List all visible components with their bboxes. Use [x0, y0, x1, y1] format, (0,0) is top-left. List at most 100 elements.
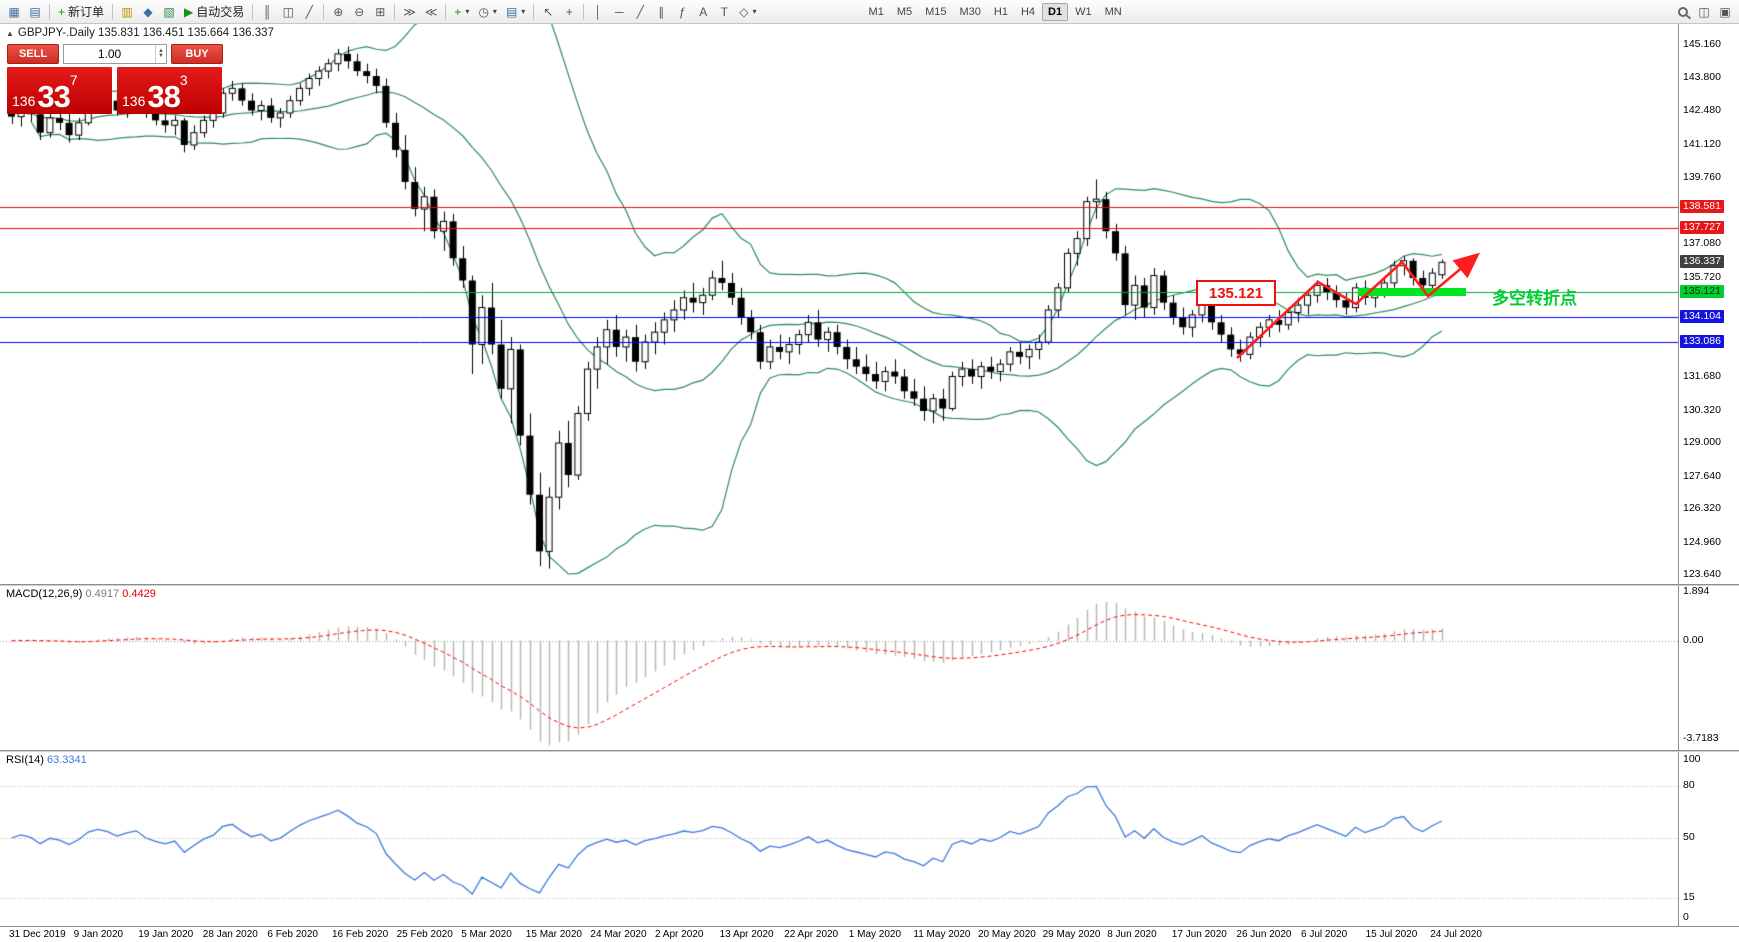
text-label-icon: T: [720, 4, 728, 19]
timeframe-d1-button[interactable]: D1: [1042, 2, 1069, 21]
timeframe-m30-button[interactable]: M30: [954, 3, 987, 21]
bar-chart-icon: ║: [263, 4, 272, 19]
buy-button[interactable]: BUY: [171, 44, 223, 64]
periods-button[interactable]: ◷ ▾: [474, 2, 501, 22]
candlestick-chart-button[interactable]: ◫: [278, 2, 298, 22]
line-chart-button[interactable]: ╱: [299, 2, 319, 22]
date-label: 26 Jun 2020: [1236, 929, 1292, 940]
crosshair-button[interactable]: +: [559, 2, 579, 22]
shapes-icon: ◇: [739, 4, 749, 19]
channel-button[interactable]: ∥: [651, 2, 671, 22]
macd-main-value: 0.4917: [85, 588, 120, 600]
price-badge: 135.121: [1680, 285, 1724, 299]
price-axis-label: 1.894: [1683, 585, 1710, 597]
text-label-button[interactable]: T: [714, 2, 734, 22]
fibonacci-button[interactable]: ƒ: [672, 2, 692, 22]
lot-spinner[interactable]: ▲ ▼: [155, 45, 166, 63]
sell-button[interactable]: SELL: [7, 44, 59, 64]
clock-icon: ◷: [478, 4, 489, 19]
ask-big-digits: 38: [147, 79, 180, 114]
ask-price-display[interactable]: 136 38 3: [117, 67, 222, 114]
vertical-line-button[interactable]: │: [588, 2, 608, 22]
cursor-button[interactable]: ↖: [538, 2, 558, 22]
auto-scroll-button[interactable]: ≫: [399, 2, 420, 22]
timeframe-mn-button[interactable]: MN: [1099, 3, 1128, 21]
tile-windows-icon: ⊞: [375, 4, 386, 19]
template-icon: ▤: [505, 4, 518, 19]
price-badge: 134.104: [1680, 310, 1724, 324]
cursor-icon: ↖: [543, 4, 554, 19]
date-label: 20 May 2020: [978, 929, 1036, 940]
price-axis-label: 100: [1683, 753, 1701, 765]
date-label: 19 Jan 2020: [138, 929, 194, 940]
cascade-windows-button[interactable]: ▣: [1715, 2, 1735, 22]
new-chart-button[interactable]: ▦: [4, 2, 24, 22]
templates-button[interactable]: ▤ ▾: [502, 2, 529, 22]
tile-windows-button[interactable]: ⊞: [370, 2, 390, 22]
price-axis-label: 15: [1683, 891, 1695, 904]
date-label: 17 Jun 2020: [1171, 929, 1227, 940]
timeframe-h1-button[interactable]: H1: [988, 3, 1014, 21]
navigator-icon: ▧: [163, 4, 175, 19]
one-click-trading-panel: SELL 1.00 ▲ ▼ BUY 136 33 7 136 38 3: [7, 44, 223, 114]
spinner-down-icon[interactable]: ▼: [158, 53, 164, 59]
zoom-out-button[interactable]: ⊖: [349, 2, 369, 22]
price-axis-label: 142.480: [1683, 104, 1721, 116]
toolbar-separator: [533, 3, 535, 20]
toolbar-separator: [49, 3, 50, 20]
zoom-in-button[interactable]: ⊕: [328, 2, 348, 22]
date-label: 29 May 2020: [1042, 929, 1101, 940]
price-axis-label: 0.00: [1683, 633, 1704, 646]
timeframe-m1-button[interactable]: M1: [863, 3, 890, 21]
rsi-panel-separator[interactable]: [0, 750, 1739, 752]
toolbar-separator: [394, 3, 396, 20]
price-axis[interactable]: 145.160 143.800 142.480 141.120 139.760 137.0…: [1678, 24, 1739, 926]
spinner-up-icon[interactable]: ▲: [158, 48, 164, 54]
new-window-button[interactable]: ◫: [1694, 2, 1714, 22]
timeframe-m5-button[interactable]: M5: [891, 3, 918, 21]
trendline-button[interactable]: ╱: [630, 2, 650, 22]
text-button[interactable]: A: [693, 2, 713, 22]
vertical-line-icon: │: [594, 4, 603, 19]
bid-price-display[interactable]: 136 33 7: [7, 67, 112, 114]
date-label: 15 Mar 2020: [525, 929, 582, 940]
toolbar: ▦ ▤ + 新订单 ▥ ◆ ▧ ▶ 自动交易 ║ ◫ ╱ ⊕ ⊖ ⊞ ≫ ≪ +…: [0, 0, 1739, 24]
profiles-button[interactable]: ▤: [25, 2, 45, 22]
main-chart-canvas[interactable]: [0, 24, 1678, 584]
macd-panel-separator[interactable]: [0, 584, 1739, 586]
rsi-label: RSI(14) 63.3341: [6, 754, 87, 766]
chevron-down-icon: ▾: [465, 7, 470, 16]
trade-panel-toggle-icon[interactable]: ▲: [6, 28, 14, 38]
bar-chart-button[interactable]: ║: [257, 2, 277, 22]
timeframe-w1-button[interactable]: W1: [1069, 3, 1098, 21]
navigator-button[interactable]: ▧: [159, 2, 179, 22]
price-badge: 137.727: [1680, 221, 1724, 235]
profiles-icon: ▤: [29, 4, 41, 19]
lot-size-input[interactable]: 1.00 ▲ ▼: [63, 44, 167, 64]
date-label: 25 Feb 2020: [396, 929, 453, 940]
rsi-value: 63.3341: [46, 754, 87, 766]
price-badge: 138.581: [1680, 200, 1724, 214]
zoom-in-icon: ⊕: [333, 4, 344, 19]
rsi-canvas[interactable]: [0, 752, 1678, 924]
timeframe-m15-button[interactable]: M15: [919, 3, 952, 21]
macd-canvas[interactable]: [0, 586, 1678, 750]
horizontal-line-button[interactable]: ─: [609, 2, 629, 22]
chart-shift-button[interactable]: ≪: [421, 2, 442, 22]
market-watch-button[interactable]: ▥: [117, 2, 137, 22]
add-indicator-button[interactable]: + ▾: [450, 2, 473, 22]
data-window-button[interactable]: ◆: [138, 2, 158, 22]
timeframe-h4-button[interactable]: H4: [1015, 3, 1041, 21]
rsi-panel: RSI(14) 63.3341: [0, 752, 1678, 924]
shapes-button[interactable]: ◇ ▾: [735, 2, 760, 22]
search-button[interactable]: [1673, 2, 1693, 22]
new-order-button[interactable]: + 新订单: [54, 2, 108, 22]
price-axis-label: 143.800: [1683, 71, 1721, 84]
price-axis-label: 0: [1683, 911, 1689, 923]
time-axis[interactable]: 31 Dec 2019 9 Jan 2020 19 Jan 2020 28 Jan 2…: [0, 926, 1739, 942]
auto-trading-button[interactable]: ▶ 自动交易: [180, 2, 248, 22]
play-icon: ▶: [184, 4, 194, 19]
crosshair-icon: +: [565, 4, 573, 19]
auto-scroll-icon: ≫: [403, 4, 416, 19]
date-label: 8 Jun 2020: [1107, 929, 1157, 940]
